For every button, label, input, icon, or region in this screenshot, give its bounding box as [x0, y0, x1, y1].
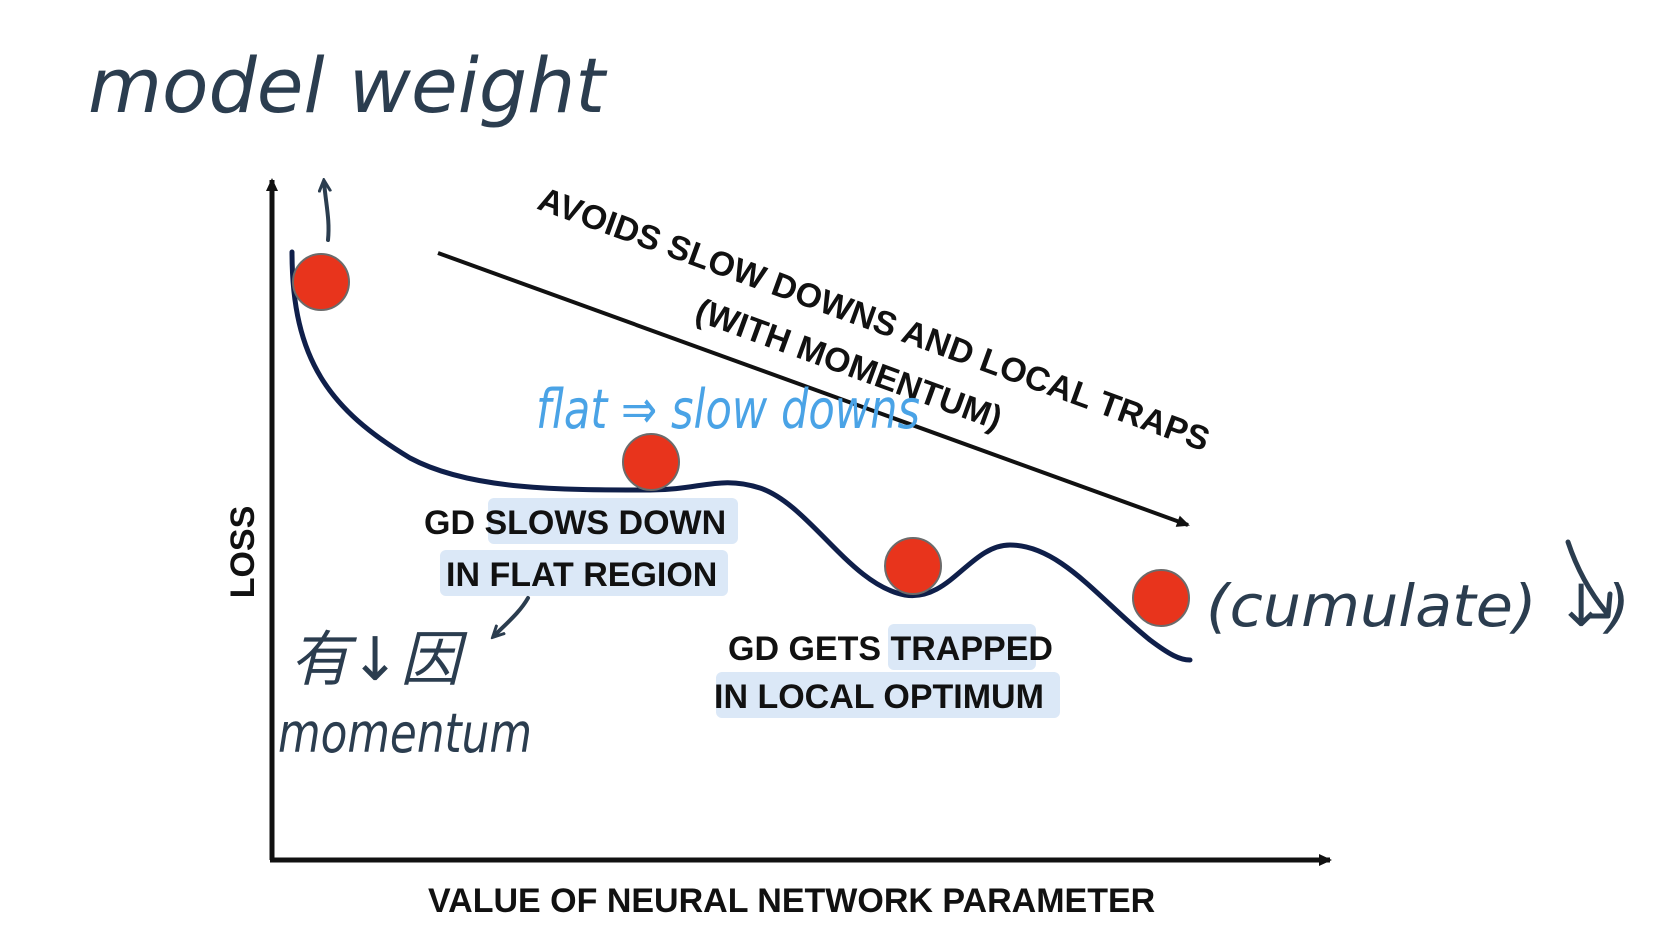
- ball-start: [292, 253, 350, 311]
- highlight-flat-line1: [488, 498, 738, 544]
- note-model-weight: model weight: [88, 41, 608, 130]
- momentum-arrow: [437, 251, 1190, 527]
- loss-curve: [289, 249, 1193, 663]
- y-axis-label: LOSS: [224, 506, 262, 599]
- note-flat-slow: flat ⇒ slow downs: [536, 378, 920, 441]
- ball-local-min: [884, 537, 942, 595]
- highlight-flat-line2: [440, 550, 728, 596]
- note-cumulate: (cumulate) ↓): [1206, 572, 1630, 640]
- hand-arrow-down-right-icon: [1565, 539, 1609, 615]
- ball-end: [1132, 569, 1190, 627]
- local-optimum-label-line1: GD GETS TRAPPED: [728, 630, 1053, 668]
- flat-region-label-line1: GD SLOWS DOWN: [424, 504, 726, 542]
- flat-region-label-line2: IN FLAT REGION: [446, 556, 717, 594]
- hand-arrow-down-left-icon: [494, 596, 530, 636]
- highlight-trapped-line1: [888, 624, 1036, 670]
- note-chinese: 有↓因: [290, 625, 468, 695]
- ball-flat: [622, 433, 680, 491]
- highlight-trapped-line2: [716, 672, 1060, 718]
- local-optimum-label-line2: IN LOCAL OPTIMUM: [714, 678, 1044, 716]
- x-axis-label: VALUE OF NEURAL NETWORK PARAMETER: [428, 882, 1155, 920]
- hand-arrowhead-right-icon: [1587, 591, 1613, 619]
- hand-arrow-up-icon: [324, 182, 329, 242]
- note-momentum: momentum: [278, 702, 532, 765]
